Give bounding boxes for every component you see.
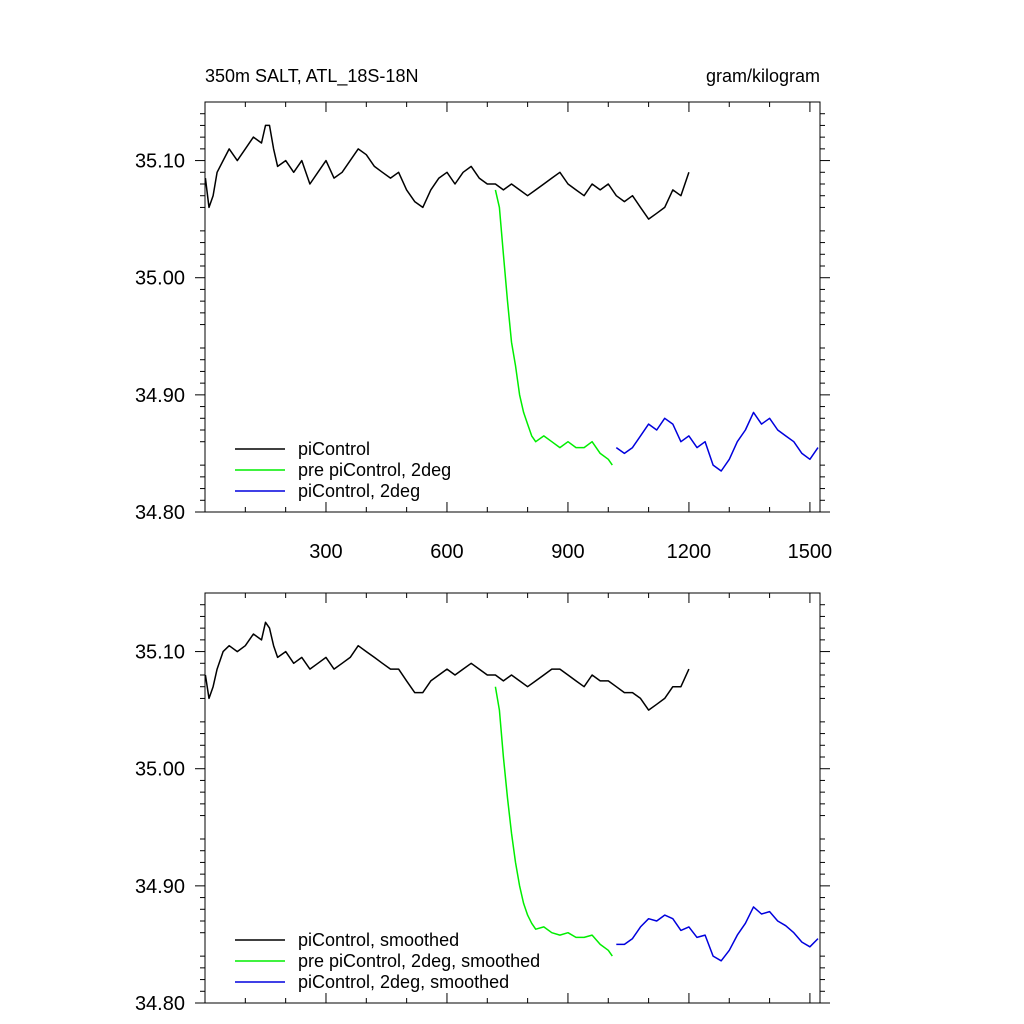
y-tick-label: 34.90 [135, 385, 185, 407]
legend-label: pre piControl, 2deg [298, 460, 451, 480]
y-tick-label: 34.90 [135, 876, 185, 898]
y-tick-label: 35.10 [135, 151, 185, 173]
legend-label: piControl, 2deg [298, 481, 420, 501]
bottom-panel: 34.80 34.90 35.00 35.10 piControl, smoothed… [135, 592, 830, 1015]
y-tick-label: 35.00 [135, 759, 185, 781]
top-panel: 300 600 900 1200 1500 34.80 34.90 35.00 35.10 pi… [135, 101, 832, 563]
legend-label: pre piControl, 2deg, smoothed [298, 951, 540, 971]
bottom-series-layer [204, 621, 819, 962]
top-plot-frame [204, 101, 821, 513]
series-line-picontrol-smoothed [204, 621, 690, 711]
y-tick-label: 34.80 [135, 502, 185, 524]
chart-units-label: gram/kilogram [706, 66, 820, 86]
series-line-pre-picontrol-2deg-smoothed [494, 686, 613, 957]
x-tick-label: 300 [309, 541, 342, 563]
x-tick-label: 900 [551, 541, 584, 563]
bottom-plot-frame [204, 592, 821, 1004]
series-line-picontrol [204, 124, 690, 220]
series-line-picontrol-2deg-smoothed [616, 906, 819, 962]
series-line-picontrol-2deg [615, 411, 819, 472]
top-series-layer [204, 124, 819, 472]
x-tick-label: 1200 [667, 541, 712, 563]
legend-label: piControl, 2deg, smoothed [298, 972, 509, 992]
x-tick-label: 1500 [788, 541, 833, 563]
chart-title-left: 350m SALT, ATL_18S-18N [205, 66, 418, 87]
x-tick-label: 600 [430, 541, 463, 563]
series-line-pre-picontrol-2deg [494, 189, 613, 466]
y-tick-label: 34.80 [135, 993, 185, 1015]
legend-label: piControl, smoothed [298, 930, 459, 950]
y-tick-label: 35.10 [135, 642, 185, 664]
top-tick-layer: 300 600 900 1200 1500 34.80 34.90 35.00 35.10 [135, 102, 832, 563]
y-tick-label: 35.00 [135, 268, 185, 290]
legend-label: piControl [298, 439, 370, 459]
bottom-tick-layer: 34.80 34.90 35.00 35.10 [135, 593, 830, 1015]
